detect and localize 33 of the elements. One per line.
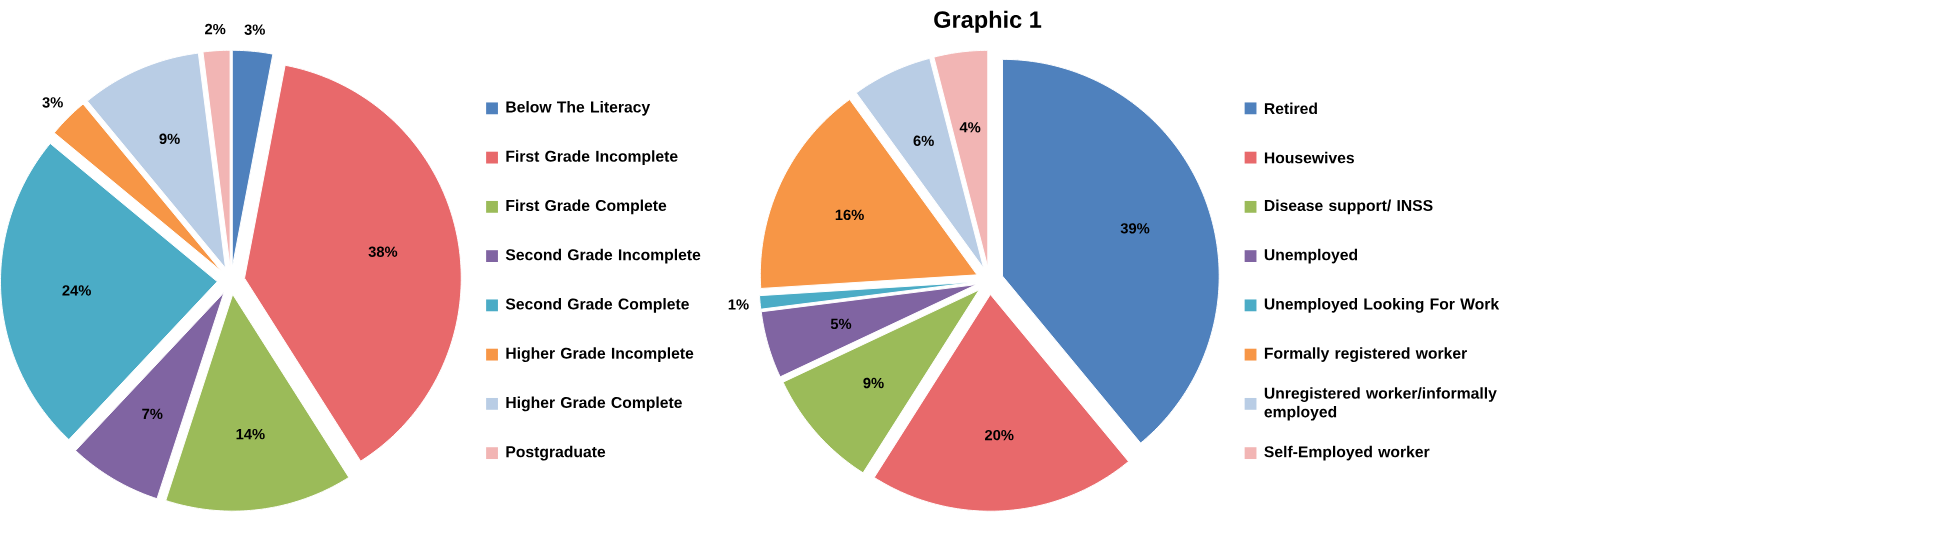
legend-label: Higher Grade Complete: [506, 396, 682, 412]
legend-label: Higher Grade Incomplete: [506, 347, 694, 363]
data-label: 38%: [368, 246, 398, 258]
data-label: 7%: [142, 408, 163, 420]
data-label: 24%: [62, 285, 91, 296]
data-label: 5%: [830, 318, 852, 330]
data-label: 9%: [863, 378, 884, 389]
data-label: 3%: [244, 24, 265, 36]
legend-label: Formally registered worker: [1264, 347, 1467, 363]
legend-label: Disease support/ INSS: [1264, 199, 1433, 215]
legend-label: Second Grade Complete: [505, 298, 689, 313]
data-label: 9%: [159, 133, 180, 145]
chart-title: Graphic 1: [934, 10, 1042, 33]
data-label: 16%: [835, 209, 864, 221]
legend-label: Retired: [1264, 102, 1317, 115]
legend-label: Postgraduate: [506, 446, 606, 461]
legend-label: Housewives: [1264, 152, 1354, 164]
legend-label: First Grade Complete: [506, 199, 667, 215]
data-label: 20%: [985, 430, 1014, 441]
data-label: 6%: [913, 135, 934, 147]
legend-label: Unemployed: [1264, 249, 1358, 264]
data-label: 3%: [42, 97, 63, 108]
legend-label: Below The Literacy: [506, 101, 651, 116]
data-label: 2%: [205, 24, 226, 35]
legend-label: First Grade Incomplete: [506, 150, 678, 166]
legend-label: Unemployed Looking For Work: [1264, 298, 1500, 313]
data-label: 1%: [728, 299, 749, 310]
data-label: 14%: [236, 429, 265, 440]
legend-label: Second Grade Incomplete: [505, 249, 701, 264]
data-label: 4%: [959, 122, 981, 133]
legend-label: Unregistered worker/informally employed: [1264, 387, 1497, 421]
data-label: 39%: [1120, 223, 1150, 234]
legend-label: Self-Employed worker: [1264, 446, 1430, 461]
